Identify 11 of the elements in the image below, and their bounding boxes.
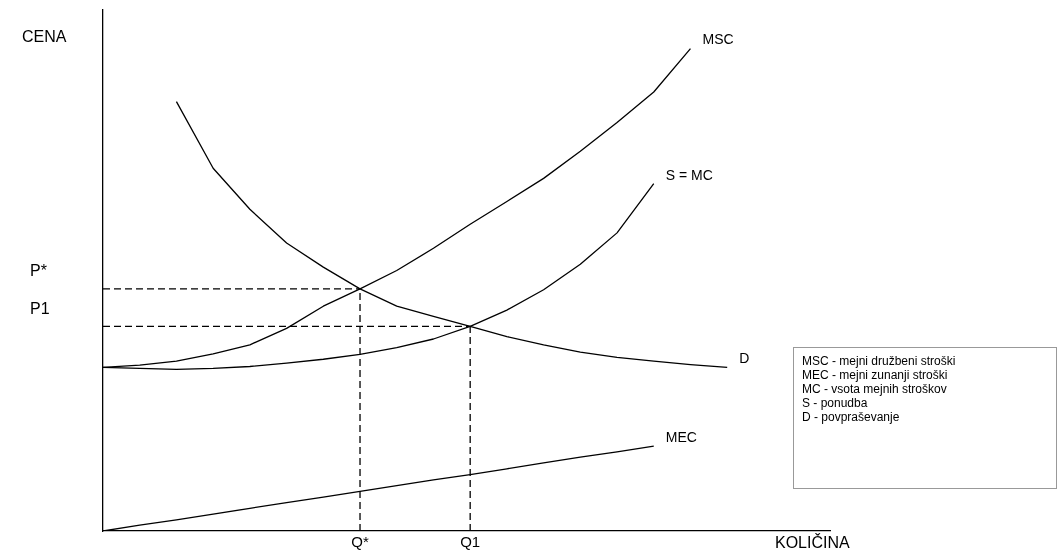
x-tick-label: Q1 — [460, 533, 481, 551]
x-tick-label: Q* — [351, 533, 369, 551]
y-axis-title: CENA — [22, 28, 67, 46]
text: P1 — [30, 300, 50, 318]
series-label: MSC — [702, 31, 734, 48]
text: P* — [30, 262, 47, 280]
x-axis-title: KOLIČINA — [775, 533, 850, 553]
series-label: S = MC — [665, 166, 713, 183]
note-box: MSC - mejni družbeni stroški MEC - mejni zunanji stroški MC - vsota mejnih stroškov S - ponudba D - povpraševanje — [793, 347, 1057, 489]
series-label: MEC — [665, 428, 697, 445]
series-label: D — [739, 350, 750, 367]
